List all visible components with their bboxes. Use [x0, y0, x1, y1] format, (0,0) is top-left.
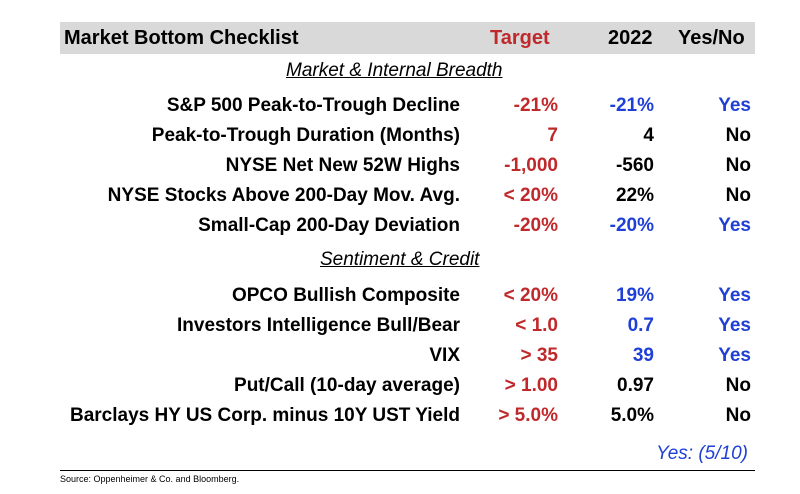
row-2022-value: 0.97 [617, 375, 654, 396]
source-note: Source: Oppenheimer & Co. and Bloomberg. [60, 474, 240, 484]
row-2022-value: 4 [643, 125, 654, 146]
table-row: Small-Cap 200-Day Deviation -20% -20% Ye… [60, 211, 755, 241]
row-2022-value: -560 [615, 155, 654, 176]
row-target: -1,000 [504, 155, 558, 176]
table-row: Barclays HY US Corp. minus 10Y UST Yield… [60, 401, 755, 431]
row-label: VIX [429, 345, 460, 366]
row-2022-value: 22% [615, 185, 654, 206]
row-answer: No [725, 405, 751, 426]
row-answer: No [725, 185, 751, 206]
row-2022-value: 39 [632, 345, 654, 366]
row-label: NYSE Stocks Above 200-Day Mov. Avg. [107, 185, 460, 206]
table-row: S&P 500 Peak-to-Trough Decline -21% -21%… [60, 91, 755, 121]
row-label: Barclays HY US Corp. minus 10Y UST Yield [69, 405, 460, 426]
row-answer: No [725, 375, 751, 396]
section-title-breadth: Market & Internal Breadth [286, 60, 503, 81]
row-label: Peak-to-Trough Duration (Months) [151, 125, 460, 146]
row-label: OPCO Bullish Composite [231, 285, 460, 306]
section-title-sentiment: Sentiment & Credit [320, 249, 480, 270]
row-answer: No [725, 125, 751, 146]
row-2022-value: 5.0% [610, 405, 654, 426]
row-target: -20% [513, 215, 558, 236]
table-row: NYSE Stocks Above 200-Day Mov. Avg. < 20… [60, 181, 755, 211]
target-column-header: Target [490, 27, 550, 49]
row-answer: Yes [718, 285, 751, 306]
table-row: Put/Call (10-day average) > 1.00 0.97 No [60, 371, 755, 401]
row-label: Investors Intelligence Bull/Bear [177, 315, 460, 336]
table-row: OPCO Bullish Composite < 20% 19% Yes [60, 281, 755, 311]
row-2022-value: 19% [615, 285, 654, 306]
row-target: > 35 [520, 345, 558, 366]
row-2022-value: 0.7 [627, 315, 654, 336]
table-title: Market Bottom Checklist [64, 27, 299, 49]
row-target: 7 [547, 125, 558, 146]
row-label: NYSE Net New 52W Highs [225, 155, 460, 176]
table-row: Peak-to-Trough Duration (Months) 7 4 No [60, 121, 755, 151]
yes-no-column-header: Yes/No [678, 27, 745, 49]
footer-divider [60, 470, 755, 471]
row-answer: Yes [718, 315, 751, 336]
row-target: -21% [513, 95, 558, 116]
row-label: Small-Cap 200-Day Deviation [198, 215, 460, 236]
yes-count-summary: Yes: (5/10) [656, 443, 748, 464]
table-row: NYSE Net New 52W Highs -1,000 -560 No [60, 151, 755, 181]
row-2022-value: -21% [609, 95, 654, 116]
row-2022-value: -20% [609, 215, 654, 236]
table-row: VIX > 35 39 Yes [60, 341, 755, 371]
row-target: < 20% [503, 285, 558, 306]
row-answer: Yes [718, 95, 751, 116]
row-answer: No [725, 155, 751, 176]
row-target: > 5.0% [498, 405, 558, 426]
table-row: Investors Intelligence Bull/Bear < 1.0 0… [60, 311, 755, 341]
checklist-table: Market Bottom Checklist Target 2022 Yes/… [60, 0, 755, 494]
row-target: < 1.0 [515, 315, 558, 336]
row-answer: Yes [718, 215, 751, 236]
row-label: S&P 500 Peak-to-Trough Decline [166, 95, 460, 116]
row-answer: Yes [718, 345, 751, 366]
row-target: > 1.00 [504, 375, 558, 396]
row-target: < 20% [503, 185, 558, 206]
table-header: Market Bottom Checklist Target 2022 Yes/… [60, 22, 755, 54]
row-label: Put/Call (10-day average) [234, 375, 460, 396]
year-column-header: 2022 [608, 27, 653, 49]
